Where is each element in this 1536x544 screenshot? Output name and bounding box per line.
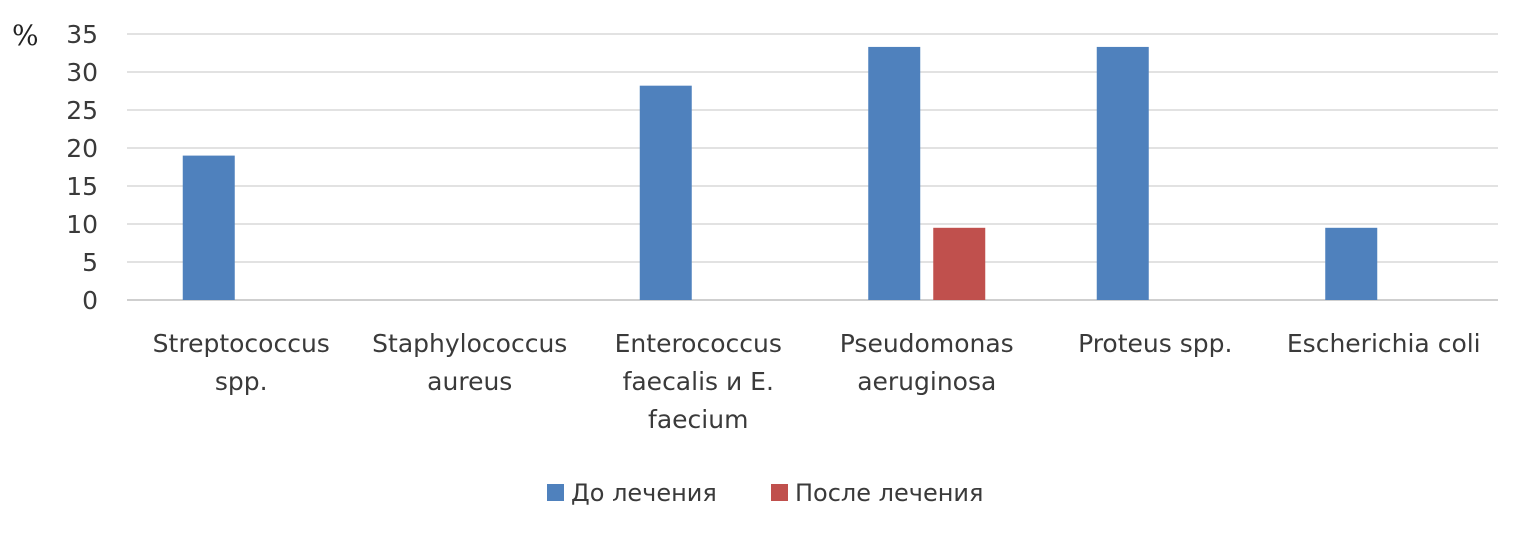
bar-series-1-cat-1: [182, 155, 235, 300]
y-tick-label: 10: [66, 210, 98, 239]
legend-label: До лечения: [571, 479, 717, 507]
x-axis-categories: Streptococcus spp. Staphylococcus aureus Ent…: [153, 329, 1481, 434]
x-category-label: Staphylococcus aureus: [372, 329, 567, 396]
legend-swatch: [547, 484, 564, 501]
y-tick-label: 0: [82, 286, 98, 315]
y-axis-unit-label: %: [12, 19, 39, 52]
y-tick-label: 5: [82, 248, 98, 277]
y-tick-label: 25: [66, 96, 98, 125]
y-tick-label: 35: [66, 20, 98, 49]
bar-series-1-cat-4: [868, 46, 921, 300]
y-tick-label: 30: [66, 58, 98, 87]
bars: [182, 46, 1378, 301]
legend-label: После лечения: [795, 479, 983, 507]
x-category-label: Escherichia coli: [1287, 329, 1481, 358]
y-tick-label: 15: [66, 172, 98, 201]
x-category-label: Proteus spp.: [1078, 329, 1232, 358]
x-category-label: Pseudomonas aeruginosa: [840, 329, 1014, 396]
y-axis: 0 5 10 15 20 25 30 35%: [12, 19, 98, 315]
legend: До лечения После лечения: [547, 479, 983, 507]
bar-series-1-cat-6: [1325, 227, 1378, 300]
x-category-label: Enterococcus faecalis и E. faecium: [615, 329, 782, 434]
gridlines: [127, 33, 1498, 301]
bar-series-1-cat-3: [639, 85, 692, 301]
legend-swatch: [771, 484, 788, 501]
bar-series-1-cat-5: [1096, 46, 1149, 300]
bar-series-2-cat-4: [933, 227, 986, 300]
x-category-label: Streptococcus spp.: [153, 329, 330, 396]
y-tick-label: 20: [66, 134, 98, 163]
